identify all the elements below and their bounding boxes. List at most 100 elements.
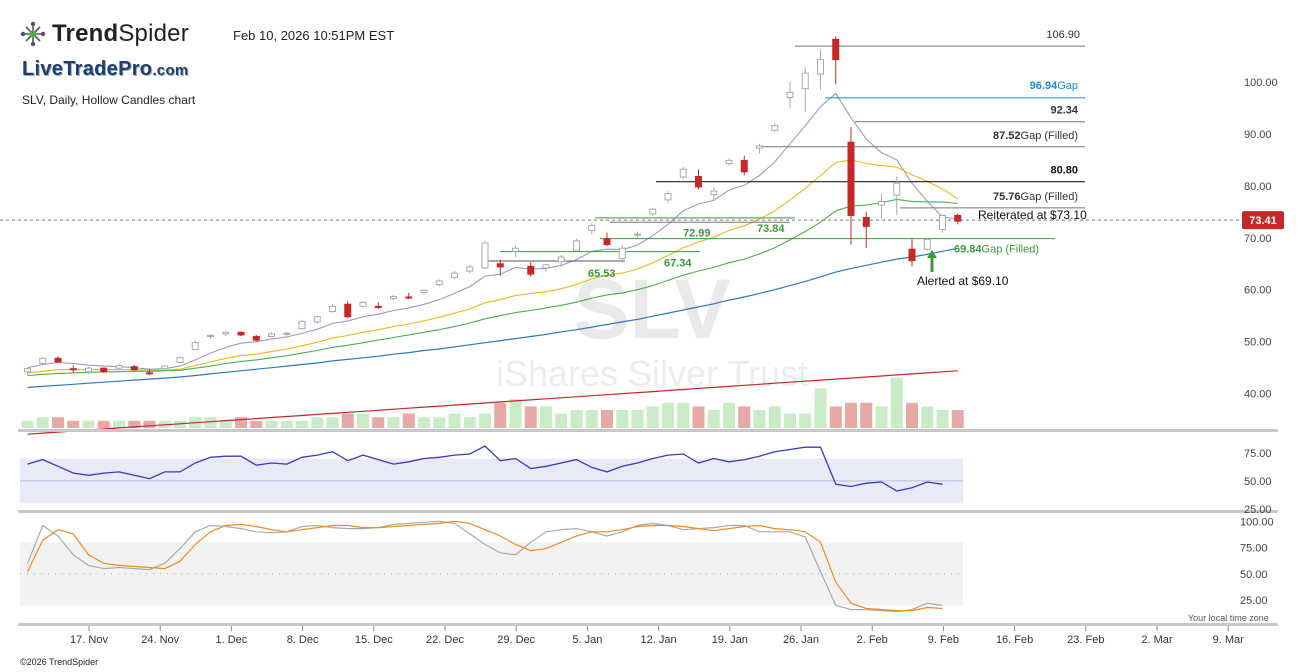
volume-bar [463, 417, 476, 428]
candle-body [710, 190, 718, 196]
x-axis-tick-label: 29. Dec [497, 634, 535, 646]
level-label-69: 69.84Gap (Filled) [954, 244, 1039, 256]
volume-bar [143, 420, 156, 428]
price-axis-tick: 90.00 [1244, 129, 1272, 141]
brand-logo: TrendSpider [20, 20, 189, 48]
volume-bar [357, 413, 369, 428]
chart-subtitle: SLV, Daily, Hollow Candles chart [22, 93, 196, 107]
volume-bar [890, 377, 903, 428]
x-axis-tick-label: 12. Jan [641, 634, 677, 646]
volume-bar [631, 410, 644, 428]
volume-bar [326, 417, 339, 428]
price-axis-tick: 70.00 [1244, 233, 1272, 245]
candle-body [405, 296, 413, 299]
price-axis-tick: 80.00 [1244, 181, 1272, 193]
alert-arrow-icon [927, 250, 937, 272]
volume-bar [768, 406, 781, 428]
moving-average-line [27, 92, 958, 370]
candle-body [344, 303, 352, 318]
volume-bar [753, 410, 766, 428]
volume-bar [829, 406, 842, 428]
level-label-106: 106.90 [1046, 29, 1080, 41]
volume-bar [601, 410, 613, 428]
candle-body [268, 333, 275, 337]
x-axis-tick-label: 9. Mar [1213, 634, 1245, 646]
volume-bar [82, 420, 95, 428]
volume-bar [235, 417, 247, 428]
moving-average-line [27, 159, 959, 374]
candle-body [695, 175, 702, 188]
candle-body [817, 59, 824, 75]
stoch-axis-tick: 75.00 [1240, 543, 1268, 555]
trendspider-logo-icon [20, 21, 46, 47]
stoch-axis-tick: 100.00 [1240, 516, 1274, 528]
candle-body [298, 320, 306, 330]
volume-bar [723, 402, 735, 428]
copyright-text: ©2026 TrendSpider [20, 657, 99, 667]
volume-bar [509, 399, 522, 428]
volume-bar [36, 417, 49, 428]
level-label-67: 67.34 [664, 258, 692, 270]
moving-average-line [27, 370, 958, 435]
candle-body [313, 316, 321, 323]
candle-body [862, 217, 870, 227]
rsi-axis-tick: 25.00 [1244, 504, 1272, 516]
candle-body [649, 208, 657, 215]
volume-bar [448, 413, 461, 428]
candle-body [542, 264, 550, 269]
livetradepro-watermark: LiveTradePro.com [22, 58, 189, 80]
candle-body [954, 214, 962, 222]
x-axis-tick-label: 26. Jan [783, 634, 819, 646]
volume-bar [875, 406, 888, 428]
volume-bar [433, 417, 446, 428]
level-label-87: 87.52Gap (Filled) [993, 130, 1078, 142]
level-label-80: 80.80 [1050, 165, 1078, 177]
candle-body [283, 332, 291, 335]
candle-body [923, 238, 931, 250]
volume-bar [585, 410, 598, 428]
level-label-72-99: 72.99 [683, 227, 711, 239]
candle-body [85, 367, 92, 373]
volume-bar [372, 417, 385, 428]
level-label-75: 75.76Gap (Filled) [993, 191, 1078, 203]
candle-body [207, 334, 214, 337]
price-axis-tick: 60.00 [1244, 285, 1272, 297]
candle-body [435, 280, 443, 286]
volume-bar [265, 420, 278, 428]
volume-bar [21, 420, 34, 428]
candle-body [222, 331, 230, 335]
rsi-line [27, 445, 943, 492]
candle-body [588, 224, 596, 232]
volume-bar [936, 410, 949, 428]
volume-bar [97, 420, 110, 428]
volume-bar [677, 402, 690, 428]
stoch-axis-tick: 50.00 [1240, 569, 1268, 581]
candle-body [466, 266, 474, 272]
candle-body [100, 367, 108, 373]
candle-body [115, 365, 123, 369]
candle-body [146, 372, 153, 375]
candle-body [756, 145, 763, 149]
volume-bar [707, 410, 720, 428]
x-axis-tick-label: 2. Feb [857, 634, 888, 646]
candle-body [130, 366, 138, 371]
volume-bar [570, 410, 583, 428]
x-axis-tick-label: 2. Mar [1141, 634, 1173, 646]
candle-body [618, 247, 626, 260]
candle-body [420, 289, 428, 293]
x-axis-tick-label: 24. Nov [141, 634, 179, 646]
volume-bar [555, 413, 568, 428]
candle-body [878, 200, 885, 206]
candle-body [740, 159, 748, 173]
alerted-note: Alerted at $69.10 [917, 274, 1009, 288]
candle-body [939, 214, 946, 230]
candle-body [725, 159, 733, 165]
volume-bar [128, 420, 141, 428]
candle-body [847, 141, 855, 216]
timezone-note: Your local time zone [1188, 613, 1269, 623]
x-axis-tick-label: 22. Dec [426, 634, 464, 646]
x-axis-tick-label: 8. Dec [287, 634, 319, 646]
candle-body [252, 335, 260, 341]
candle-body [908, 248, 916, 262]
